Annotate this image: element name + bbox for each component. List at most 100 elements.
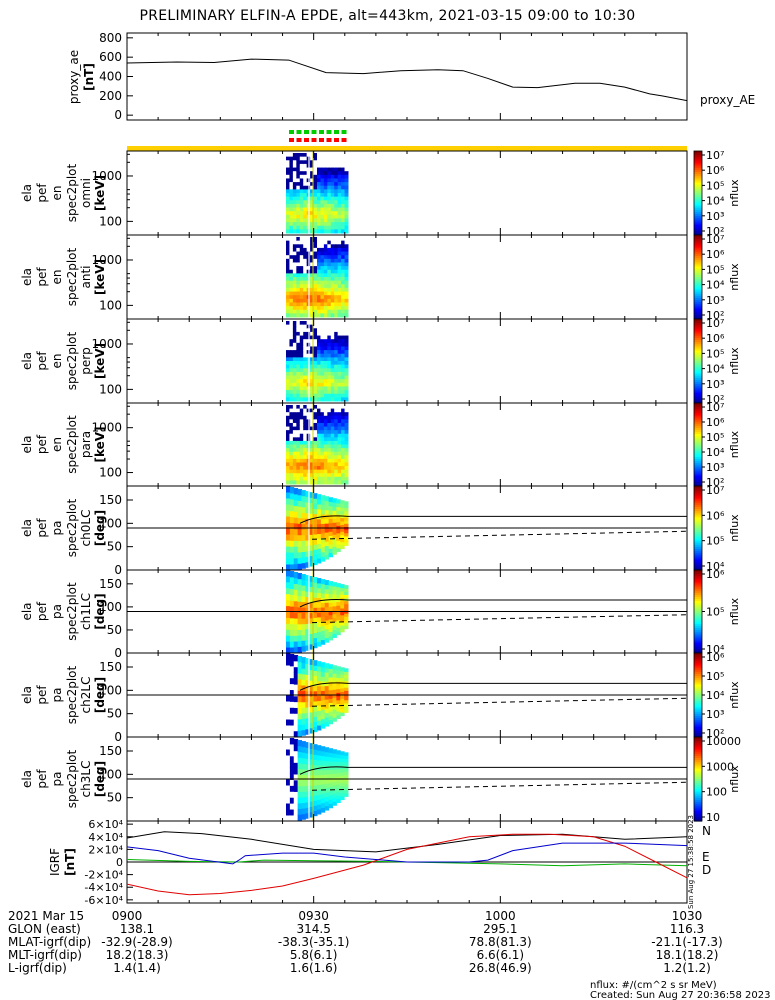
spectrogram-cell [313, 174, 318, 179]
spectrogram-cell [317, 163, 321, 169]
spectrogram-cell [317, 393, 321, 398]
spectrogram-cell [292, 178, 297, 183]
spectrogram-cell [328, 702, 333, 708]
colorbar-cell [694, 268, 702, 272]
spectrogram-cell [328, 790, 333, 796]
spectrogram-cell [296, 309, 301, 314]
y-tick-label: 100 [99, 298, 122, 312]
spectrogram-cell [305, 728, 310, 735]
spectrogram-cell [296, 466, 301, 471]
spectrogram-cell [296, 214, 301, 219]
spectrogram-cell [334, 408, 339, 413]
spectrogram-cell [313, 508, 318, 515]
spectrogram-cell [303, 218, 308, 223]
spectrogram-cell [292, 382, 297, 387]
spectrogram-cell [330, 451, 335, 456]
spectrogram-cell [323, 346, 328, 351]
spectrogram-cell [301, 757, 306, 764]
spectrogram-cell [320, 258, 325, 263]
spectrogram-cell [286, 469, 290, 474]
spectrogram-cell [313, 237, 318, 242]
spectrogram-cell [289, 393, 294, 398]
colorbar-cell [694, 789, 702, 793]
spectrogram-cell [336, 619, 341, 625]
spectrogram-cell [317, 178, 321, 183]
spectrogram-cell [313, 774, 318, 781]
spectrogram-cell [289, 683, 295, 691]
spectrogram-cell [334, 182, 339, 187]
spectrogram-cell [330, 185, 335, 190]
spectrogram-cell [296, 346, 301, 351]
spectrogram-cell [320, 476, 325, 481]
spectrogram-cell [323, 295, 328, 300]
spectrogram-cell [303, 386, 308, 391]
spectrogram-cell [303, 262, 308, 267]
spectrogram-cell [344, 386, 349, 391]
spectrogram-cell [289, 193, 294, 198]
spectrogram-cell [337, 412, 342, 417]
spectrogram-cell [344, 364, 349, 369]
colorbar-cell [694, 325, 702, 328]
spectrogram-cell [286, 466, 290, 471]
spectrogram-cell [324, 717, 330, 723]
spectrogram-cell [320, 625, 326, 631]
spectrogram-cell [292, 386, 297, 391]
colorbar-cell [694, 795, 702, 799]
spectrogram-cell [299, 182, 304, 187]
orbit-value: 314.5 [296, 922, 330, 936]
spectrogram-cell [292, 174, 297, 179]
spectrogram-cell [289, 785, 295, 792]
spectrogram-cell [344, 203, 349, 209]
colorbar-cell [694, 768, 702, 772]
spectrogram-cell [317, 700, 322, 706]
colorbar-cell [694, 804, 702, 807]
spectrogram-cell [330, 193, 335, 198]
spectrogram-cell [317, 779, 322, 785]
spectrogram-cell [286, 328, 290, 333]
spectrogram-cell [330, 269, 335, 274]
spectrogram-cell [344, 444, 349, 449]
spectrogram-cell [289, 713, 295, 720]
spectrogram-cell [337, 160, 342, 165]
spectrogram-cell [323, 415, 328, 420]
spectrogram-cell [317, 685, 322, 692]
spectrogram-cell [334, 361, 339, 366]
proxy-ae-line [126, 58, 688, 102]
spectrogram-cell [330, 357, 335, 362]
spectrogram-cell [344, 218, 349, 223]
spectrogram-cell [299, 451, 304, 456]
spectrogram-cell [286, 214, 290, 219]
colorbar-cell [694, 358, 702, 362]
spectrogram-cell [309, 753, 314, 760]
spectrogram-cell [292, 237, 297, 242]
spectrogram-cell [303, 342, 308, 347]
colorbar-cell [694, 584, 702, 588]
spectrogram-cell [337, 422, 342, 428]
spectrogram-cell [317, 750, 322, 756]
spectrogram-cell [303, 405, 308, 410]
spectrogram-cell [286, 405, 290, 410]
colorbar-cell [694, 369, 702, 373]
colorbar-cell [694, 783, 702, 786]
spectrogram-cell [309, 586, 314, 593]
spectrogram-cell [310, 412, 315, 417]
spectrogram-cell [286, 240, 290, 245]
spectrogram-cell [332, 550, 337, 555]
colorbar-cell [694, 409, 702, 412]
panel-frame [126, 402, 688, 487]
spectrogram-cell [323, 185, 328, 190]
spectrogram-cell [286, 522, 291, 529]
spectrogram-cell [303, 426, 308, 431]
spectrogram-cell [299, 196, 304, 201]
spectrogram-cell [320, 616, 326, 622]
colorbar-cell [694, 486, 702, 489]
colorbar-cell [694, 659, 702, 662]
colorbar-cell [694, 806, 702, 809]
spectrogram-cell [332, 709, 337, 714]
spectrogram-cell [310, 237, 315, 242]
spectrogram-cell [309, 623, 314, 629]
colorbar-cell [694, 534, 702, 537]
